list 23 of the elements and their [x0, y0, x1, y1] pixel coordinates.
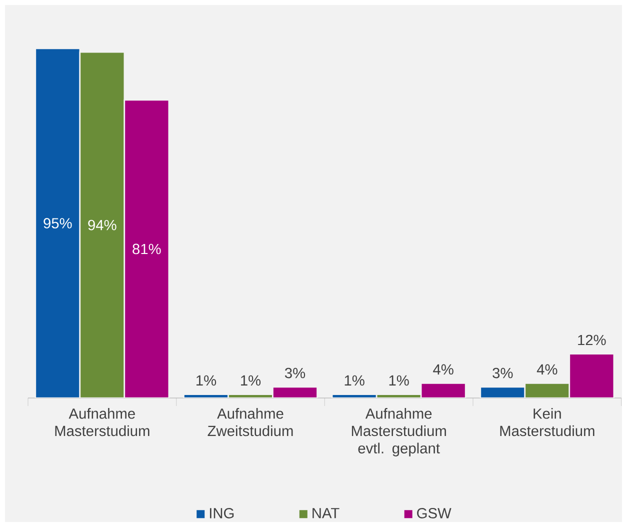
data-label: 3%: [492, 368, 513, 378]
data-label: 4%: [433, 364, 454, 375]
data-label: 1%: [196, 375, 216, 386]
x-tick-label: Aufnahme Masterstudium evtl. geplant: [352, 408, 446, 456]
data-label: 1%: [344, 375, 364, 386]
data-label: 3%: [284, 368, 306, 378]
x-tick-label: Aufnahme Zweitstudium: [208, 408, 293, 436]
x-tick-label: Kein Masterstudium: [500, 408, 594, 436]
data-label: 95%: [44, 218, 72, 228]
data-label: 94%: [88, 220, 116, 230]
legend-label: GSW: [417, 508, 452, 518]
legend-label: NAT: [312, 508, 340, 518]
bar: [34, 48, 81, 398]
data-label: 1%: [241, 375, 261, 386]
data-label: 81%: [132, 244, 161, 254]
x-tick-label: Aufnahme Masterstudium: [55, 408, 150, 436]
bar: [568, 353, 615, 398]
data-label: 12%: [578, 334, 606, 346]
bar: [124, 99, 170, 398]
bar: [420, 382, 466, 398]
data-label: 4%: [536, 364, 558, 375]
legend-label: ING: [210, 508, 234, 518]
data-label: 1%: [389, 375, 409, 386]
